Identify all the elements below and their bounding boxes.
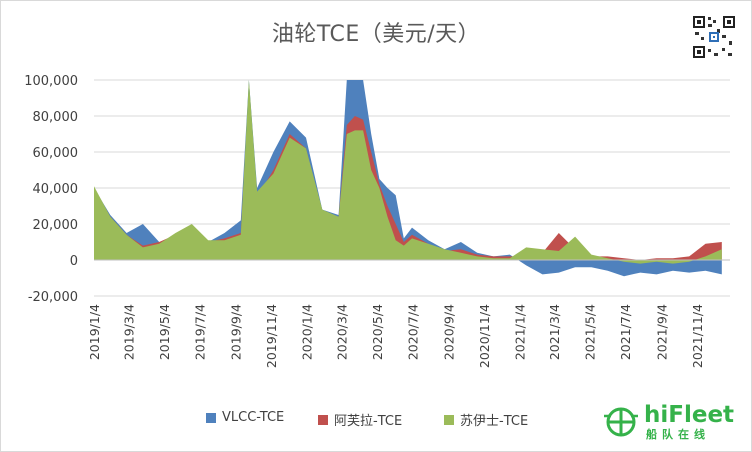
x-tick-label: 2020/1/4 [300,304,315,360]
x-tick-label: 2019/5/4 [157,304,172,360]
x-tick-label: 2019/3/4 [121,304,136,360]
hifleet-brand: hiFleet [644,402,735,428]
chart-legend: VLCC-TCE 阿芙拉-TCE 苏伊士-TCE [0,410,752,430]
hifleet-logo: hiFleet 船队在线 [602,402,742,442]
x-tick-label: 2020/3/4 [335,304,350,360]
y-tick-label: 40,000 [33,182,79,197]
x-tick-label: 2019/7/4 [192,304,207,360]
hifleet-subtitle: 船队在线 [646,428,710,441]
qr-code-icon[interactable] [692,15,736,59]
legend-item-vlcc: VLCC-TCE [206,410,284,425]
x-tick-label: 2021/3/4 [547,304,562,360]
x-tick-label: 2020/7/4 [406,304,421,360]
x-tick-label: 2021/5/4 [583,304,598,360]
x-tick-label: 2020/5/4 [370,304,385,360]
y-tick-label: -20,000 [28,290,78,305]
legend-swatch-aframax [318,414,328,425]
x-tick-label: 2020/9/4 [442,304,457,360]
y-tick-label: 100,000 [24,74,78,89]
legend-item-suezmax: 苏伊士-TCE [444,410,528,429]
x-tick-label: 2019/1/4 [87,304,102,360]
x-tick-label: 2020/11/4 [477,304,492,368]
y-tick-label: 80,000 [33,110,79,125]
y-tick-label: 60,000 [33,146,79,161]
legend-swatch-vlcc [206,412,216,423]
hifleet-globe-icon [604,407,638,437]
legend-label-aframax: 阿芙拉-TCE [334,414,403,429]
x-tick-label: 2021/9/4 [654,304,669,360]
x-tick-label: 2019/11/4 [264,304,279,368]
y-tick-label: 0 [70,254,78,269]
area-series-2 [94,80,722,264]
legend-label-suezmax: 苏伊士-TCE [460,414,529,429]
x-tick-label: 2019/9/4 [229,304,244,360]
y-tick-label: 20,000 [33,218,79,233]
chart-title: 油轮TCE（美元/天） [271,22,481,47]
legend-label-vlcc: VLCC-TCE [222,410,285,425]
x-tick-label: 2021/1/4 [513,304,528,360]
legend-swatch-suezmax [444,414,454,425]
x-tick-label: 2021/7/4 [618,304,633,360]
legend-item-aframax: 阿芙拉-TCE [318,410,402,429]
x-tick-label: 2021/11/4 [690,304,705,368]
